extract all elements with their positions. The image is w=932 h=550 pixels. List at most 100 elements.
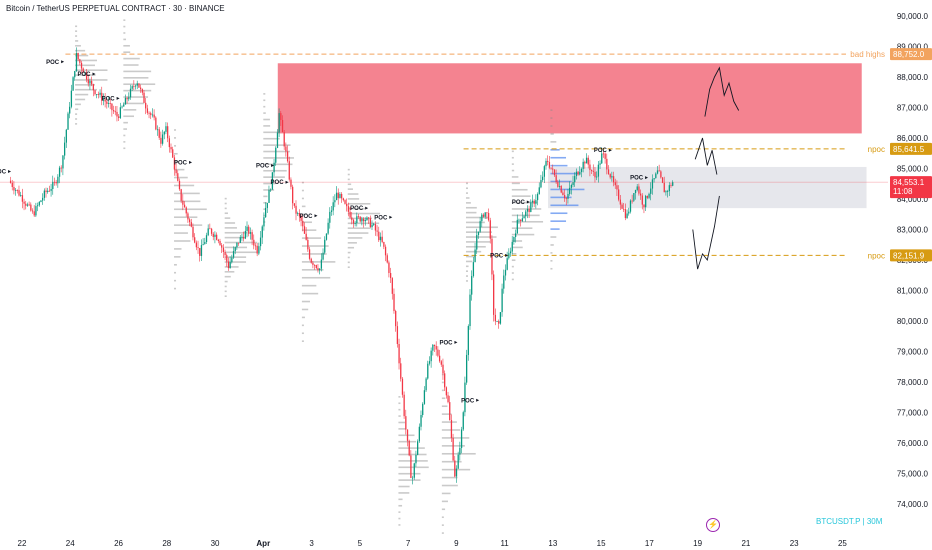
volume-profile-bar bbox=[441, 381, 444, 384]
poc-label: POC bbox=[0, 170, 7, 176]
candle-body bbox=[197, 247, 199, 249]
candle-body bbox=[449, 402, 451, 421]
candle-body bbox=[126, 97, 128, 100]
volume-profile-bar bbox=[174, 168, 185, 171]
candle-body bbox=[158, 129, 160, 138]
candle-body bbox=[139, 87, 142, 90]
candle-body bbox=[123, 104, 125, 107]
candle-body bbox=[469, 294, 471, 327]
poc-label: POC bbox=[439, 340, 453, 346]
supply-zone bbox=[277, 63, 862, 134]
candle-body bbox=[124, 97, 127, 105]
volume-profile-bar bbox=[347, 193, 359, 195]
volume-profile-bar bbox=[441, 405, 448, 408]
volume-profile-bar bbox=[511, 156, 514, 159]
candle-body bbox=[423, 390, 426, 404]
candle-body bbox=[48, 190, 51, 192]
candle-body bbox=[286, 151, 289, 162]
candle-body bbox=[668, 185, 670, 192]
volume-profile-bar bbox=[75, 25, 78, 28]
candle-body bbox=[85, 72, 88, 80]
volume-profile-bar bbox=[550, 220, 567, 222]
current-price-badge bbox=[890, 176, 932, 199]
volume-profile-bar bbox=[263, 169, 287, 172]
candle-body bbox=[102, 99, 105, 101]
candle-body bbox=[165, 126, 167, 132]
candle-body bbox=[444, 373, 446, 388]
candle-body bbox=[457, 454, 459, 469]
x-tick-label: 11 bbox=[500, 539, 509, 548]
candle-body bbox=[106, 101, 108, 104]
candle-body bbox=[244, 230, 247, 239]
volume-profile-bar bbox=[347, 251, 351, 254]
level-label: npoc bbox=[868, 145, 885, 154]
candle-body bbox=[513, 236, 515, 242]
candle-body bbox=[428, 361, 431, 364]
candle-body bbox=[281, 120, 284, 133]
candle-body bbox=[435, 346, 437, 350]
poc-arrow-icon bbox=[476, 398, 480, 402]
volume-profile-bar bbox=[441, 516, 444, 519]
candle-body bbox=[531, 200, 534, 203]
candle-body bbox=[592, 170, 594, 172]
lightning-icon[interactable]: ⚡ bbox=[706, 518, 720, 532]
candle-body bbox=[454, 460, 456, 477]
candle-body bbox=[101, 92, 103, 101]
candle-body bbox=[455, 468, 458, 477]
volume-profile-bar bbox=[398, 504, 403, 507]
candle-body bbox=[300, 216, 302, 221]
candle-body bbox=[606, 158, 608, 170]
volume-profile-bar bbox=[301, 253, 327, 255]
range-zone bbox=[548, 166, 867, 209]
watermark: BTCUSDT.P | 30M bbox=[816, 517, 883, 526]
volume-profile-bar bbox=[465, 280, 468, 282]
candle-body bbox=[96, 94, 98, 95]
candle-body bbox=[156, 129, 159, 131]
candle-body bbox=[440, 361, 442, 365]
candle-body bbox=[376, 230, 378, 232]
candle-body bbox=[217, 239, 219, 242]
volume-profile-bar bbox=[511, 265, 514, 268]
x-tick-label: 21 bbox=[741, 539, 750, 548]
candle-body bbox=[305, 233, 307, 240]
volume-profile-bar bbox=[224, 266, 239, 268]
candle-body bbox=[569, 187, 571, 195]
y-tick-label: 75,000.0 bbox=[897, 470, 929, 479]
candle-body bbox=[60, 167, 62, 169]
volume-profile-bar bbox=[75, 79, 108, 81]
candle-body bbox=[362, 218, 365, 222]
volume-profile-bar bbox=[301, 308, 309, 311]
candle-body bbox=[167, 126, 169, 139]
candle-body bbox=[138, 83, 140, 88]
volume-profile-bar bbox=[347, 168, 350, 171]
level-label: bad highs bbox=[850, 50, 885, 59]
volume-profile-bar bbox=[398, 428, 406, 430]
volume-profile-bar bbox=[347, 256, 350, 259]
volume-profile-bar bbox=[123, 134, 126, 137]
volume-profile-bar bbox=[398, 498, 403, 501]
candle-body bbox=[219, 241, 221, 246]
volume-profile-bar bbox=[301, 292, 319, 295]
candle-body bbox=[575, 171, 578, 177]
candle-body bbox=[52, 181, 54, 190]
candle-body bbox=[582, 161, 584, 169]
volume-profile-bar bbox=[550, 267, 553, 270]
candle-body bbox=[342, 198, 344, 201]
volume-profile-bar bbox=[398, 492, 410, 494]
candle-body bbox=[307, 239, 309, 250]
x-tick-label: 22 bbox=[18, 539, 27, 548]
candle-body bbox=[20, 195, 22, 196]
volume-profile-bar bbox=[511, 233, 535, 236]
candle-body bbox=[23, 201, 25, 204]
volume-profile-bar bbox=[224, 275, 231, 278]
x-tick-label: 28 bbox=[162, 539, 171, 548]
candle-body bbox=[278, 113, 280, 133]
candle-body bbox=[650, 188, 652, 194]
candle-body bbox=[322, 252, 324, 260]
candle-body bbox=[143, 92, 145, 103]
y-tick-label: 74,000.0 bbox=[897, 500, 929, 509]
volume-profile-bar bbox=[75, 35, 78, 37]
candle-body bbox=[530, 202, 532, 213]
